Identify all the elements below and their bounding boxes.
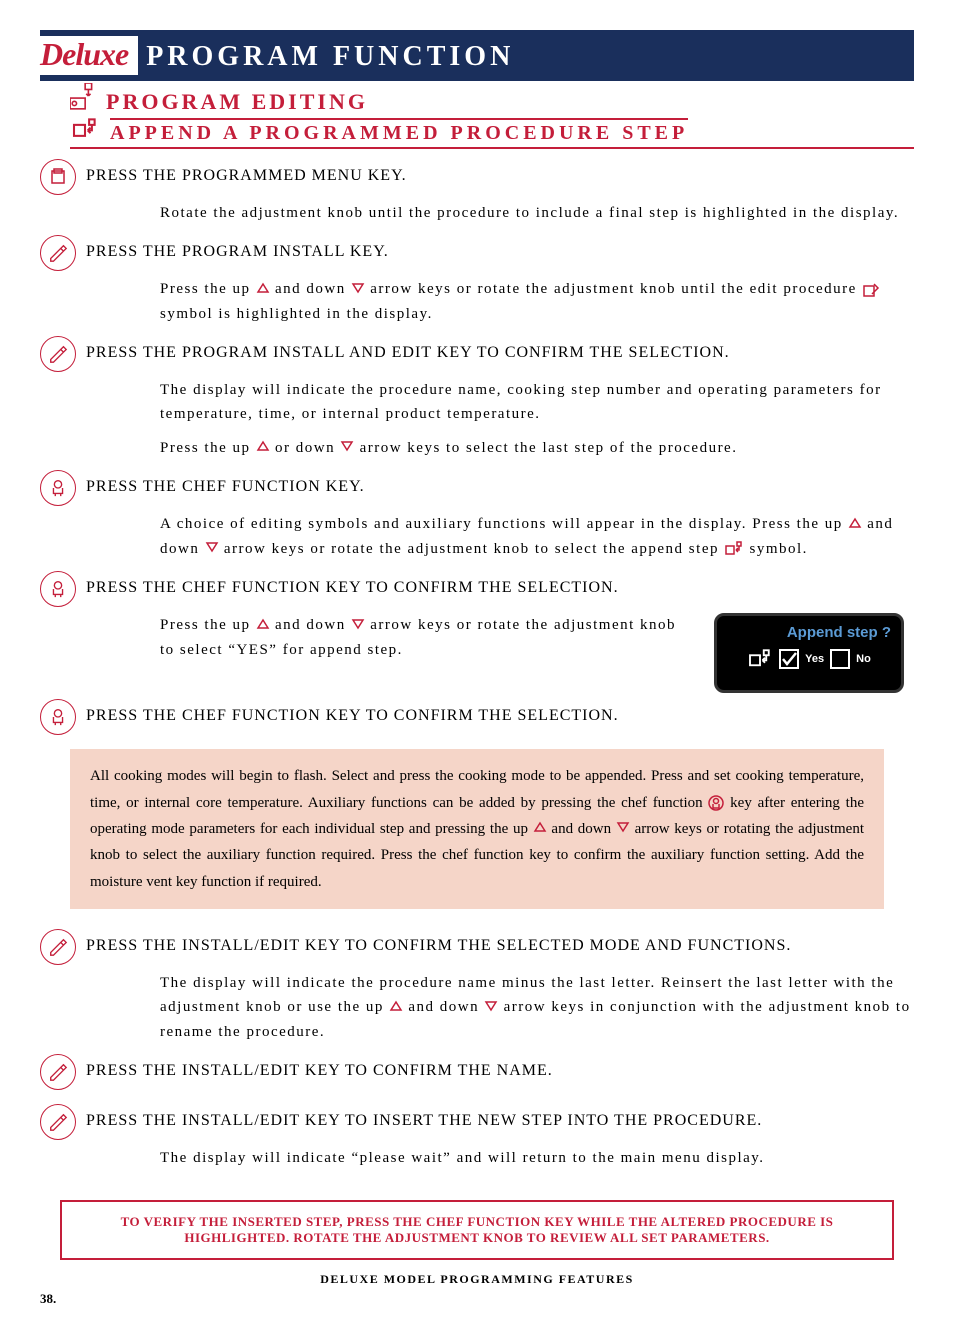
- install-edit-key-icon: [40, 929, 76, 965]
- menu-key-icon: [40, 159, 76, 195]
- step-4-sub: A choice of editing symbols and auxiliar…: [160, 512, 914, 561]
- append-step-icon: [724, 541, 744, 557]
- chef-key-icon: [40, 470, 76, 506]
- page-number: 38.: [40, 1291, 914, 1307]
- step-8-label: PRESS THE INSTALL/EDIT KEY TO CONFIRM TH…: [86, 1054, 553, 1080]
- up-arrow-icon: [256, 278, 270, 302]
- down-arrow-icon: [484, 996, 498, 1020]
- chef-key-icon: [40, 571, 76, 607]
- footer-line: DELUXE MODEL PROGRAMMING FEATURES: [40, 1272, 914, 1287]
- header-bar: Deluxe PROGRAM FUNCTION: [40, 30, 914, 81]
- yes-label: Yes: [805, 653, 824, 665]
- step-3-label: PRESS THE PROGRAM INSTALL AND EDIT KEY T…: [86, 336, 730, 362]
- install-key-icon: [40, 235, 76, 271]
- deluxe-logo: Deluxe: [40, 36, 132, 72]
- step-5-label: PRESS THE CHEF FUNCTION KEY TO CONFIRM T…: [86, 571, 619, 597]
- edit-procedure-icon: [862, 281, 880, 297]
- highlight-note: All cooking modes will begin to flash. S…: [70, 749, 884, 909]
- down-arrow-icon: [205, 537, 219, 561]
- yes-checkbox: [779, 649, 799, 669]
- step-4-label: PRESS THE CHEF FUNCTION KEY.: [86, 470, 365, 496]
- no-checkbox: [830, 649, 850, 669]
- down-arrow-icon: [340, 436, 354, 460]
- step-2-sub: Press the up and down arrow keys or rota…: [160, 277, 914, 326]
- chef-small-icon: [708, 795, 724, 811]
- up-arrow-icon: [389, 996, 403, 1020]
- display-title: Append step ?: [727, 624, 891, 641]
- header-title: PROGRAM FUNCTION: [146, 41, 514, 73]
- down-arrow-icon: [616, 816, 630, 842]
- step-1-sub: Rotate the adjustment knob until the pro…: [160, 201, 914, 225]
- display-panel: Append step ? Yes No: [714, 613, 904, 693]
- down-arrow-icon: [351, 278, 365, 302]
- install-edit-key-icon: [40, 336, 76, 372]
- section-icon: [70, 83, 98, 116]
- step-2-label: PRESS THE PROGRAM INSTALL KEY.: [86, 235, 389, 261]
- up-arrow-icon: [848, 513, 862, 537]
- step-9-sub: The display will indicate “please wait” …: [160, 1146, 914, 1170]
- down-arrow-icon: [351, 614, 365, 638]
- step-7-sub: The display will indicate the procedure …: [160, 971, 914, 1044]
- step-1-label: PRESS THE PROGRAMMED MENU KEY.: [86, 159, 407, 185]
- program-editing-title: PROGRAM EDITING: [106, 89, 368, 115]
- up-arrow-icon: [256, 614, 270, 638]
- step-3-sub2: Press the up or down arrow keys to selec…: [160, 436, 914, 461]
- step-7-label: PRESS THE INSTALL/EDIT KEY TO CONFIRM TH…: [86, 929, 791, 955]
- install-edit-key-icon: [40, 1054, 76, 1090]
- append-icon-header: [70, 118, 100, 145]
- step-5-sub: Press the up and down arrow keys or rota…: [160, 613, 680, 662]
- chef-key-icon: [40, 699, 76, 735]
- up-arrow-icon: [533, 816, 547, 842]
- append-title: APPEND A PROGRAMMED PROCEDURE STEP: [110, 118, 688, 145]
- install-edit-key-icon: [40, 1104, 76, 1140]
- step-9-label: PRESS THE INSTALL/EDIT KEY TO INSERT THE…: [86, 1104, 762, 1130]
- up-arrow-icon: [256, 436, 270, 460]
- verify-note: TO VERIFY THE INSERTED STEP, PRESS THE C…: [60, 1200, 894, 1260]
- step-6-label: PRESS THE CHEF FUNCTION KEY TO CONFIRM T…: [86, 699, 619, 725]
- no-label: No: [856, 653, 871, 665]
- step-3-sub: The display will indicate the procedure …: [160, 378, 914, 426]
